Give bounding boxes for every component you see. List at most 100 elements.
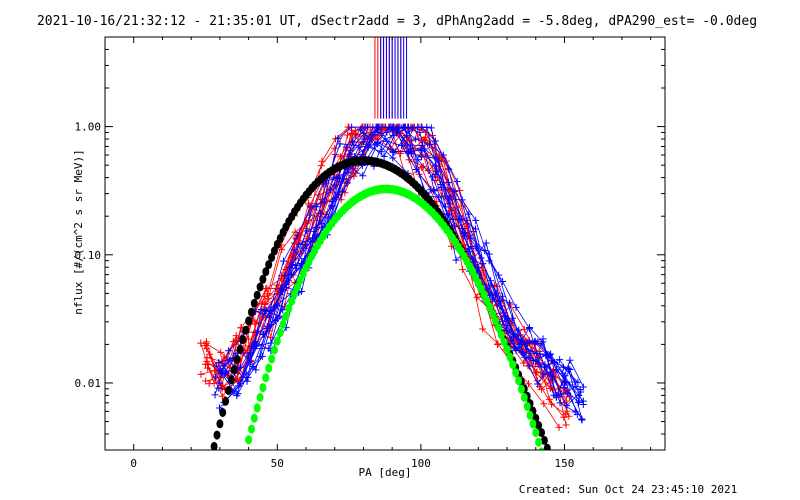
model-point xyxy=(210,441,218,450)
model-point xyxy=(543,443,551,450)
measurement-plus-marker xyxy=(278,246,286,254)
model-point xyxy=(497,330,505,340)
model-point xyxy=(268,354,276,364)
model-point xyxy=(239,335,247,345)
model-point xyxy=(259,274,267,284)
model-point xyxy=(509,360,517,370)
measurement-plus-marker xyxy=(418,123,426,131)
y-tick-label: 0.10 xyxy=(75,249,102,262)
measurement-plus-marker xyxy=(427,186,435,194)
measurement-plus-marker xyxy=(307,203,315,211)
model-point xyxy=(535,437,543,447)
model-point xyxy=(523,401,531,411)
measurement-trace xyxy=(219,126,579,409)
measurement-plus-marker xyxy=(389,131,397,139)
data-point-plus xyxy=(446,200,454,208)
measurement-plus-marker xyxy=(293,232,301,240)
measurement-plus-marker xyxy=(502,326,510,334)
model-point xyxy=(520,393,528,402)
measurement-plus-marker xyxy=(512,303,520,311)
measurement-plus-marker xyxy=(488,291,496,299)
y-axis-label: nflux [#/(cm^2 s sr MeV)] xyxy=(72,149,85,315)
model-point xyxy=(216,419,224,429)
measurement-plus-marker xyxy=(479,325,487,333)
data-point-plus xyxy=(388,126,396,134)
data-point-plus xyxy=(489,295,497,303)
model-point xyxy=(265,363,273,373)
measurement-plus-marker xyxy=(526,338,534,346)
measurement-plus-marker xyxy=(551,358,559,366)
model-point xyxy=(248,307,255,317)
measurement-plus-marker xyxy=(218,392,226,400)
measurement-plus-marker xyxy=(418,153,426,161)
measurement-plus-marker xyxy=(265,344,273,352)
data-point-plus xyxy=(460,232,468,240)
measurement-plus-marker xyxy=(571,408,579,416)
measurement-plus-marker xyxy=(521,353,529,361)
model-point xyxy=(233,354,241,364)
measurement-plus-marker xyxy=(455,216,463,224)
measurement-plus-marker xyxy=(556,356,564,364)
data-point-plus xyxy=(546,369,554,377)
data-point-plus xyxy=(403,132,411,140)
data-point-plus xyxy=(331,181,339,189)
measurement-trace xyxy=(215,126,576,413)
model-point xyxy=(213,430,221,440)
model-point xyxy=(219,408,227,417)
measurement-plus-marker xyxy=(505,299,513,307)
model-point xyxy=(503,344,511,354)
measurement-plus-marker xyxy=(485,250,493,258)
model-point xyxy=(506,352,514,362)
data-point-plus xyxy=(517,340,525,348)
measurement-plus-marker xyxy=(459,266,467,274)
measurement-plus-marker xyxy=(377,148,385,156)
measurement-plus-marker xyxy=(512,345,520,353)
measurement-plus-marker xyxy=(540,400,548,408)
data-point-plus xyxy=(532,356,540,364)
measurement-plus-marker xyxy=(557,390,565,398)
measurement-plus-marker xyxy=(349,138,357,146)
measurement-plus-marker xyxy=(334,134,342,142)
measurement-plus-marker xyxy=(292,262,300,270)
measurement-plus-marker xyxy=(542,352,550,360)
measurement-plus-marker xyxy=(562,378,570,386)
measurement-plus-marker xyxy=(355,143,363,151)
model-point xyxy=(291,289,298,299)
measurement-plus-marker xyxy=(472,216,480,224)
measurement-plus-marker xyxy=(432,167,440,175)
data-point-plus xyxy=(359,138,367,146)
plot-frame xyxy=(104,36,666,451)
measurement-plus-marker xyxy=(251,320,259,328)
model-point xyxy=(535,421,543,430)
measurement-plus-marker xyxy=(426,140,434,148)
measurement-plus-marker xyxy=(374,139,382,147)
measurement-plus-marker xyxy=(452,210,460,218)
created-timestamp: Created: Sun Oct 24 23:45:10 2021 xyxy=(519,483,738,496)
measurement-plus-marker xyxy=(337,196,345,204)
measurement-plus-marker xyxy=(291,228,299,236)
x-tick-label: 50 xyxy=(271,457,284,470)
model-point xyxy=(547,451,554,460)
measurement-plus-marker xyxy=(252,341,260,349)
model-point xyxy=(526,410,534,420)
measurement-plus-marker xyxy=(493,289,501,297)
model-point xyxy=(540,435,548,445)
measurement-plus-marker xyxy=(555,423,563,431)
model-point xyxy=(227,375,235,385)
measurement-plus-marker xyxy=(322,179,330,187)
model-point xyxy=(256,282,264,292)
measurement-plus-marker xyxy=(499,292,507,300)
measurement-plus-marker xyxy=(473,293,481,301)
data-point-plus xyxy=(288,271,296,279)
measurement-trace xyxy=(206,134,566,415)
measurement-plus-marker xyxy=(258,352,266,360)
data-point-plus xyxy=(575,391,583,399)
data-point-plus xyxy=(302,241,310,249)
data-point-plus xyxy=(273,302,281,310)
measurement-plus-marker xyxy=(445,179,453,187)
measurement-plus-marker xyxy=(380,152,388,160)
measurement-plus-marker xyxy=(254,328,262,336)
measurement-plus-marker xyxy=(494,340,502,348)
measurement-plus-marker xyxy=(218,370,226,378)
